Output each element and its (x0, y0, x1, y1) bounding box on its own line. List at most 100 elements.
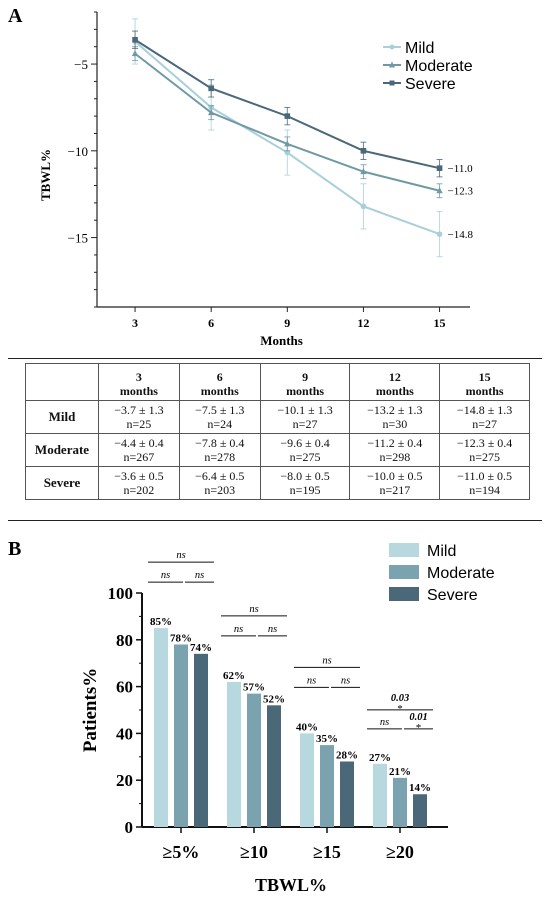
legend-marker (389, 44, 395, 50)
comparison-label: ns (268, 624, 277, 635)
x-tick-label: ≥5% (163, 842, 200, 862)
bar-value-label: 62% (223, 670, 245, 682)
data-point (284, 113, 291, 119)
table-cell: −10.0 ± 0.5 n=217 (349, 466, 441, 500)
x-axis-title: TBWL% (255, 875, 327, 895)
bar-severe (267, 705, 281, 827)
table-corner (25, 363, 99, 401)
comparison-label: ns (249, 604, 258, 615)
table-header: 12 months (349, 363, 441, 401)
comparison-label: ns (176, 550, 185, 561)
legend-swatch (389, 543, 419, 557)
x-tick-label: 3 (132, 316, 138, 330)
y-tick-label: −15 (68, 231, 88, 246)
x-tick-label: 15 (434, 316, 446, 330)
bar-mild (373, 763, 387, 827)
bar-severe (413, 794, 427, 827)
bar-value-label: 14% (409, 782, 431, 794)
y-tick-label: −10 (68, 144, 88, 159)
table-header: 3 months (98, 363, 180, 401)
data-point (436, 165, 443, 171)
middle-divider (8, 520, 542, 521)
x-tick-label: 6 (208, 316, 214, 330)
y-axis-title: Patients% (80, 668, 101, 752)
table-row-moderate: Moderate −4.4 ± 0.4 n=267 −7.8 ± 0.4 n=278… (25, 433, 530, 467)
bar-value-label: 74% (190, 642, 212, 654)
data-point (131, 50, 139, 57)
end-value-label: −11.0 (448, 163, 474, 175)
table-cell: −3.6 ± 0.5 n=202 (98, 466, 180, 500)
x-tick-label: 9 (284, 316, 290, 330)
legend-label: Moderate (405, 58, 473, 75)
row-label: Mild (25, 400, 99, 434)
table-cell: −8.0 ± 0.5 n=195 (259, 466, 351, 500)
table-cell: −10.1 ± 1.3 n=27 (259, 400, 351, 434)
table-cell: −11.0 ± 0.5 n=194 (439, 466, 530, 500)
bar-mild (300, 733, 314, 827)
table-cell: −12.3 ± 0.4 n=275 (439, 433, 530, 467)
comparison-label: ns (380, 717, 389, 728)
table-header: 6 months (178, 363, 261, 401)
end-value-label: −14.8 (448, 229, 474, 241)
bar-value-label: 35% (316, 733, 338, 745)
legend-label: Mild (405, 40, 434, 57)
legend-label: Moderate (427, 565, 495, 582)
y-tick-label: 80 (116, 631, 133, 650)
table-header: 9 months (259, 363, 351, 401)
data-point (132, 36, 138, 43)
y-tick-label: 0 (125, 818, 134, 837)
data-point (208, 85, 214, 92)
row-label: Moderate (25, 433, 99, 467)
table-header: 15 months (439, 363, 530, 401)
table-cell: −11.2 ± 0.4 n=298 (349, 433, 441, 467)
legend-marker (389, 80, 395, 86)
data-point (207, 109, 215, 116)
bar-value-label: 85% (150, 616, 172, 628)
end-value-label: −12.3 (448, 186, 474, 198)
table-row-mild: Mild −3.7 ± 1.3 n=25 −7.5 ± 1.3 n=24 −10.1… (25, 400, 530, 434)
y-tick-label: 100 (108, 584, 134, 603)
x-tick-label: ≥20 (386, 842, 414, 862)
table-cell: −9.6 ± 0.4 n=275 (259, 433, 351, 467)
y-axis-title: TBWL% (38, 149, 53, 201)
comparison-p-value: 0.01 (409, 712, 427, 723)
data-point (436, 187, 443, 194)
table-cell: −7.8 ± 0.4 n=278 (178, 433, 261, 467)
top-divider (8, 358, 542, 359)
comparison-label: ns (322, 655, 331, 666)
panel-label-b: B (8, 538, 21, 560)
bar-value-label: 57% (243, 682, 265, 694)
panel-b-bar-chart: B 0 20 40 60 80 100 ≥5% ≥10 ≥15 ≥20 TBWL% Patients% 8… (8, 538, 495, 895)
legend-label: Severe (405, 76, 456, 93)
x-tick-label: ≥15 (313, 842, 341, 862)
table-cell: −13.2 ± 1.3 n=30 (349, 400, 441, 434)
bar-moderate (174, 644, 188, 827)
comparison-label: ns (195, 570, 204, 581)
table-cell: −4.4 ± 0.4 n=267 (98, 433, 180, 467)
bar-moderate (247, 693, 261, 827)
bar-moderate (393, 777, 407, 827)
legend-label: Severe (427, 587, 478, 604)
panel-label-a: A (8, 5, 23, 27)
bar-value-label: 40% (296, 721, 318, 733)
y-tick-label: −5 (74, 57, 88, 72)
data-point (360, 168, 367, 175)
bar-mild (227, 681, 241, 827)
comparison-label: ns (234, 624, 243, 635)
table-cell: −6.4 ± 0.5 n=203 (178, 466, 261, 500)
legend-swatch (389, 565, 419, 579)
table-cell: −7.5 ± 1.3 n=24 (178, 400, 261, 434)
y-tick-label: 20 (116, 771, 133, 790)
comparison-label: ns (307, 675, 316, 686)
table-cell: −3.7 ± 1.3 n=25 (98, 400, 180, 434)
summary-table: 3 months 6 months 9 months 12 months 15 month… (25, 363, 530, 500)
legend-label: Mild (427, 543, 456, 560)
bar-value-label: 52% (263, 693, 285, 705)
bar-value-label: 78% (170, 632, 192, 644)
table-row-severe: Severe −3.6 ± 0.5 n=202 −6.4 ± 0.5 n=203 −… (25, 466, 530, 500)
data-point (360, 148, 367, 154)
bar-value-label: 28% (336, 749, 358, 761)
y-tick-label: 60 (116, 678, 133, 697)
bar-mild (154, 628, 168, 827)
bar-severe (340, 761, 354, 827)
